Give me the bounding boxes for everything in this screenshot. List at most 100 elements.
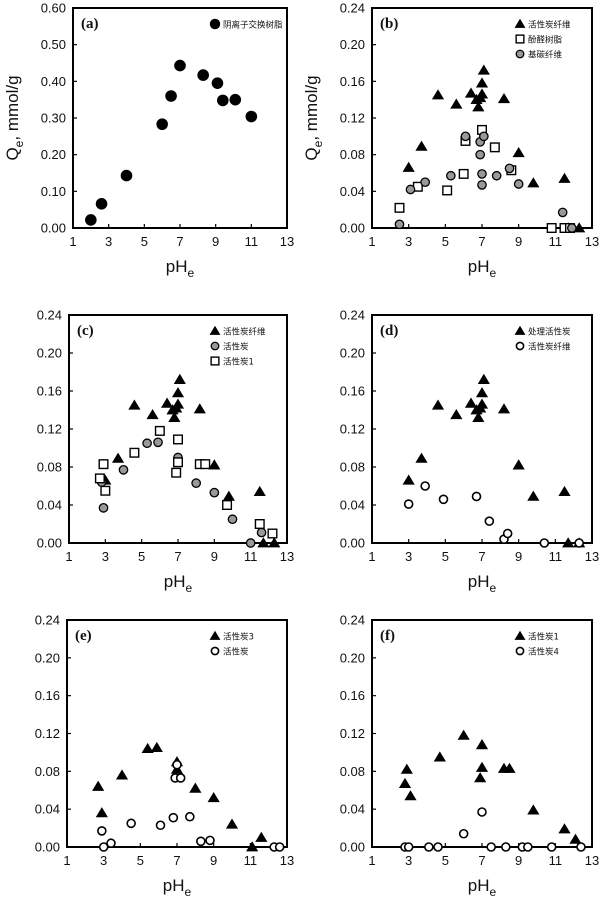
data-point [475,77,489,88]
data-point [95,198,108,210]
x-tick-label: 3 [405,234,412,249]
x-axis-label-main: pH [468,257,490,276]
y-tick-label: 0.00 [41,221,66,236]
x-axis-label-main: pH [468,572,490,591]
y-tick-label: 0.08 [35,764,60,779]
data-point [256,527,267,538]
x-tick-label: 5 [442,549,449,564]
data-point [189,782,202,793]
data-point [146,408,159,420]
legend-label: 基碳纤维 [528,50,563,61]
x-axis-label-main: pH [166,257,188,276]
data-point [98,842,109,852]
data-point [94,473,105,484]
x-axis-label-sub: e [185,885,192,899]
data-point [156,118,168,131]
data-point [471,491,482,502]
x-tick-label: 3 [100,853,107,868]
data-point [497,92,511,104]
data-point [128,399,141,410]
legend-marker [514,630,526,640]
data-point [566,223,577,233]
series-2 [403,481,584,548]
y-axis-label-main: Q [3,147,22,160]
data-point [173,373,186,384]
y-tick-label: 0.60 [41,1,66,16]
data-point [415,140,428,151]
y-tick-label: 0.20 [340,346,365,361]
x-tick-label: 11 [245,234,259,249]
data-point [171,387,185,398]
x-axis-label-main: pH [468,876,490,895]
data-point [115,769,129,780]
data-point [172,434,183,445]
y-tick-label: 0.20 [35,650,60,665]
x-tick-label: 11 [549,853,563,868]
data-point [460,131,471,142]
x-axis-label-sub: e [490,885,497,899]
data-point [569,833,582,844]
data-point [512,459,525,470]
data-point [267,528,278,539]
y-tick-label: 0.24 [340,308,365,323]
panel-label: (c) [77,323,94,339]
x-axis-label-main: pH [163,876,185,895]
x-tick-label: 5 [141,234,148,249]
data-point [168,812,179,823]
data-point [415,452,428,463]
y-tick-label: 0.30 [41,111,66,126]
y-tick-label: 0.04 [340,184,365,199]
panel-e: 1 3 5 7 9 11 130.000.040.080.120.160.200.24pHe… [35,613,295,900]
y-tick-label: 0.12 [35,726,60,741]
x-tick-label: 7 [478,853,485,868]
y-tick-label: 0.12 [340,111,365,126]
legend-marker [514,18,526,28]
data-point [403,499,414,509]
y-tick-label: 0.16 [35,688,60,703]
legend-label: 阴离子交换树脂 [223,20,283,31]
data-point [217,94,229,107]
data-point [191,478,202,488]
panel-label: (d) [380,323,398,339]
data-point [438,494,449,505]
data-point [420,481,430,491]
data-point [165,90,177,102]
data-point [205,835,215,846]
x-tick-label: 5 [138,549,145,564]
data-point [477,169,487,179]
panel-label: (e) [75,628,92,644]
y-axis-label-sub: e [311,140,325,147]
data-point [274,842,285,852]
y-tick-label: 0.16 [340,688,365,703]
legend-marker [209,325,221,335]
legend-marker [210,356,220,366]
data-point [172,457,183,468]
y-tick-label: 0.00 [340,221,365,236]
y-tick-label: 0.40 [41,74,66,89]
legend-marker [209,18,221,30]
x-tick-label: 5 [442,234,449,249]
data-point [400,763,413,774]
data-point [458,168,469,179]
data-point [477,64,490,75]
legend-label: 活性炭1 [223,357,254,368]
data-point [464,87,478,98]
data-point [97,826,107,836]
legend-marker [210,646,220,656]
panel-label: (f) [380,628,395,644]
data-point [502,528,513,539]
x-tick-label: 7 [173,853,180,868]
y-tick-label: 0.12 [37,422,62,437]
data-point [126,818,136,829]
y-tick-label: 0.00 [340,536,365,551]
legend-label: 处理活性炭 [528,327,571,338]
data-point [225,818,239,829]
y-tick-label: 0.50 [41,37,66,52]
data-point [174,59,186,72]
data-point [527,177,540,188]
x-tick-label: 11 [244,853,258,868]
x-tick-label: 1 [368,234,375,249]
y-tick-label: 0.24 [340,1,365,16]
data-point [477,373,490,384]
